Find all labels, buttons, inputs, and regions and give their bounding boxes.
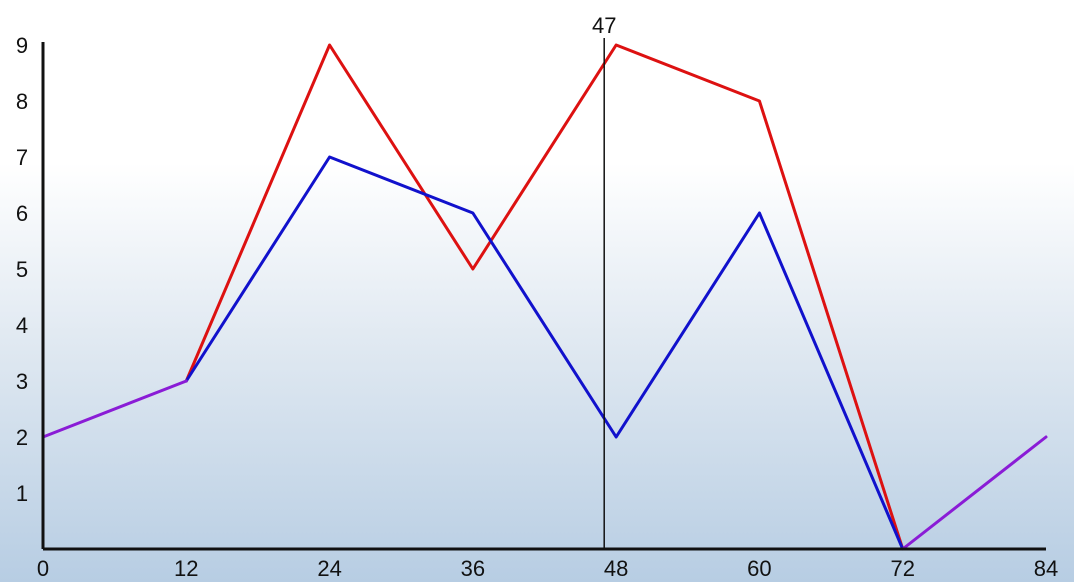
y-tick-label-1: 1 bbox=[16, 481, 28, 506]
x-tick-label-72: 72 bbox=[890, 556, 914, 581]
series-line-4 bbox=[901, 435, 1048, 551]
axes bbox=[41, 42, 1046, 551]
y-tick-label-3: 3 bbox=[16, 369, 28, 394]
series-line-2 bbox=[184, 155, 905, 551]
x-tick-label-48: 48 bbox=[604, 556, 628, 581]
cursor-layer: 47 bbox=[592, 13, 616, 549]
x-tick-label-24: 24 bbox=[317, 556, 341, 581]
x-tick-label-84: 84 bbox=[1034, 556, 1058, 581]
x-tick-label-12: 12 bbox=[174, 556, 198, 581]
series-line-3 bbox=[41, 379, 188, 439]
y-tick-label-5: 5 bbox=[16, 257, 28, 282]
y-tick-label-8: 8 bbox=[16, 89, 28, 114]
y-tick-label-4: 4 bbox=[16, 313, 28, 338]
cursor-label: 47 bbox=[592, 13, 616, 38]
series-line-1 bbox=[184, 43, 905, 551]
y-tick-label-2: 2 bbox=[16, 425, 28, 450]
y-tick-label-7: 7 bbox=[16, 145, 28, 170]
x-tick-label-0: 0 bbox=[37, 556, 49, 581]
y-tick-label-6: 6 bbox=[16, 201, 28, 226]
x-tick-label-60: 60 bbox=[747, 556, 771, 581]
x-tick-label-36: 36 bbox=[461, 556, 485, 581]
series-layer bbox=[41, 43, 1048, 551]
y-tick-label-9: 9 bbox=[16, 33, 28, 58]
